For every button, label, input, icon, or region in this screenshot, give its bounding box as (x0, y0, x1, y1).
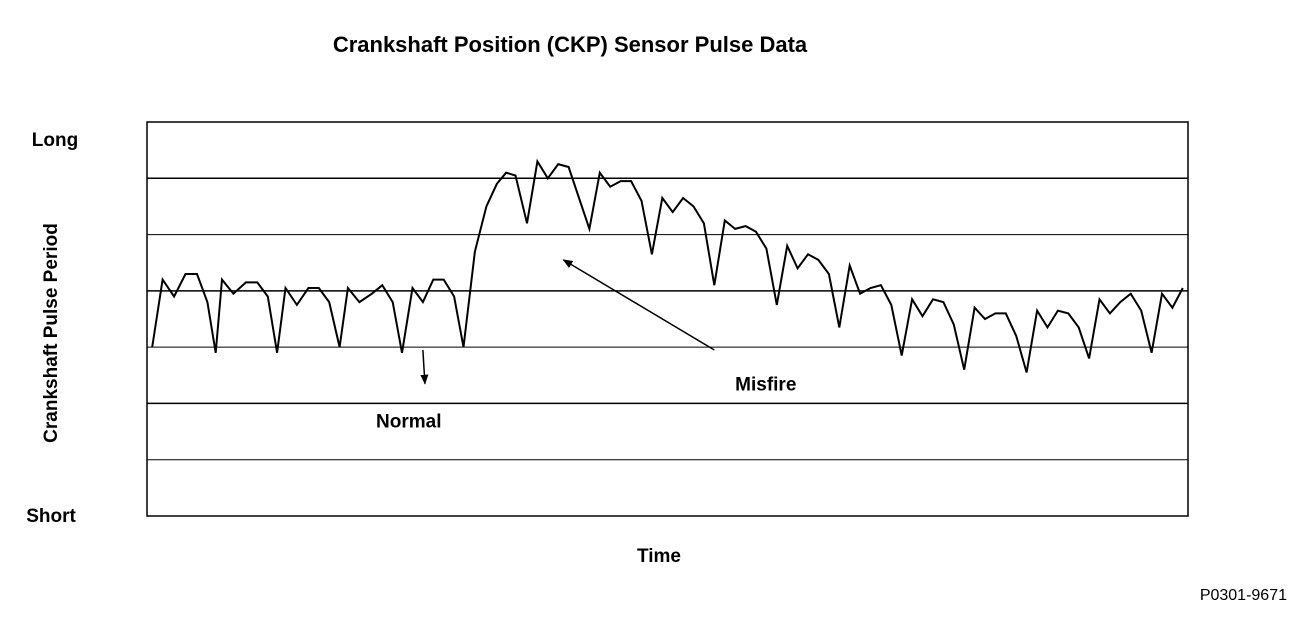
data-points (151, 160, 1184, 373)
grid-lines (147, 177, 1188, 461)
y-top-label: Long (32, 130, 78, 151)
y-axis-label: Crankshaft Pulse Period (41, 223, 62, 443)
annotations: Normal Misfire (376, 259, 796, 432)
annotation-label: Misfire (735, 375, 796, 396)
plot-area-border (146, 121, 1189, 517)
annotation-label: Normal (376, 411, 441, 432)
y-bottom-label: Short (26, 506, 76, 527)
chart-title: Crankshaft Position (CKP) Sensor Pulse D… (333, 32, 808, 57)
annotation-arrow (420, 349, 429, 385)
annotation-arrow (562, 259, 715, 351)
pulse-period-line (151, 158, 1184, 373)
figure-id: P0301-9671 (1200, 587, 1287, 604)
x-axis-label: Time (637, 546, 681, 567)
